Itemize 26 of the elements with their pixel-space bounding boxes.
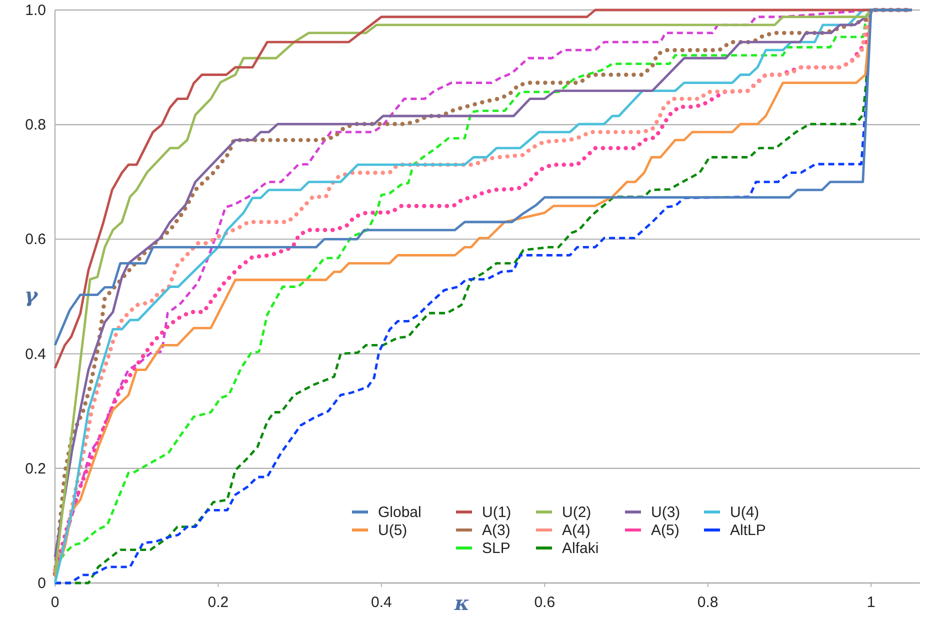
y-axis-title: γ — [24, 283, 38, 307]
legend-label: A(5) — [651, 522, 680, 539]
y-tick-label: 0.4 — [25, 346, 46, 363]
y-tick-label: 1.0 — [25, 2, 46, 19]
legend-label: U(1) — [482, 504, 512, 521]
x-axis-title: κ — [454, 591, 470, 615]
x-tick-label: 0 — [50, 594, 60, 611]
legend-label: SLP — [482, 540, 510, 557]
legend-label: U(3) — [651, 504, 680, 521]
legend-label: A(3) — [482, 522, 510, 539]
y-tick-label: 0.8 — [25, 116, 46, 134]
x-tick-label: 0.6 — [534, 594, 556, 611]
legend-label: Global — [378, 504, 422, 521]
x-tick-label: 0.2 — [208, 594, 229, 611]
legend-label: AltLP — [730, 522, 766, 539]
legend-label: U(4) — [730, 504, 760, 521]
legend-label: A(4) — [562, 522, 590, 539]
legend-label: Alfaki — [562, 540, 599, 557]
legend-label: U(5) — [378, 522, 408, 539]
legend-label: U(2) — [562, 504, 592, 521]
x-tick-label: 0.4 — [370, 594, 392, 611]
y-tick-label: 0.2 — [25, 460, 46, 478]
x-tick-label: 1 — [866, 594, 876, 611]
y-tick-label: 0.6 — [25, 231, 46, 248]
y-tick-label: 0 — [38, 575, 46, 592]
x-tick-label: 0.8 — [697, 594, 718, 611]
